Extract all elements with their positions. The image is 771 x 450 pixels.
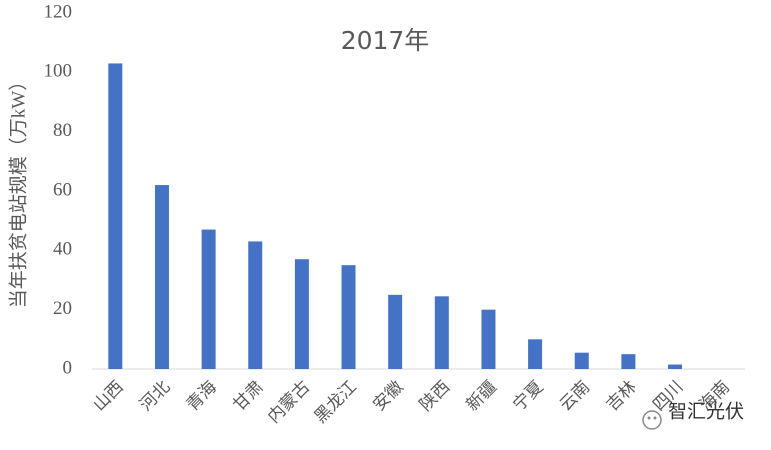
bar: [388, 294, 403, 369]
x-tick-label: 陕西: [416, 377, 453, 414]
bar: [434, 296, 449, 369]
watermark: 智汇光伏: [668, 401, 744, 423]
bar: [108, 63, 123, 369]
x-tick-label: 河北: [136, 377, 173, 414]
bar: [201, 229, 216, 369]
x-tick-label: 甘肃: [229, 377, 266, 414]
x-tick-label: 云南: [556, 377, 593, 414]
y-axis-label: 当年扶贫电站规模（万kW）: [7, 72, 29, 308]
y-tick-label: 40: [53, 239, 72, 260]
bar: [528, 339, 543, 369]
x-tick-label: 吉林: [603, 377, 640, 414]
watermark-icon: [642, 410, 662, 430]
x-tick-label: 黑龙江: [311, 377, 360, 426]
x-tick-label: 安徽: [369, 377, 406, 414]
bar: [154, 185, 169, 369]
bar: [574, 352, 589, 369]
y-tick-label: 0: [63, 357, 73, 378]
bar: [621, 354, 636, 369]
x-tick-label: 新疆: [463, 377, 500, 414]
chart-title: 2017年: [341, 26, 430, 55]
y-tick-label: 80: [53, 120, 72, 141]
y-tick-label: 60: [53, 179, 72, 200]
x-tick-label: 宁夏: [509, 377, 546, 414]
y-tick-label: 100: [44, 61, 73, 82]
x-tick-label: 青海: [183, 377, 220, 414]
bar: [668, 364, 683, 369]
bar: [481, 309, 496, 369]
bar: [248, 241, 263, 369]
y-tick-label: 120: [44, 1, 73, 22]
y-tick-label: 20: [53, 298, 72, 319]
bar: [294, 259, 309, 369]
x-tick-label: 山西: [89, 377, 126, 414]
x-tick-label: 内蒙古: [264, 377, 313, 426]
bar: [341, 265, 356, 369]
